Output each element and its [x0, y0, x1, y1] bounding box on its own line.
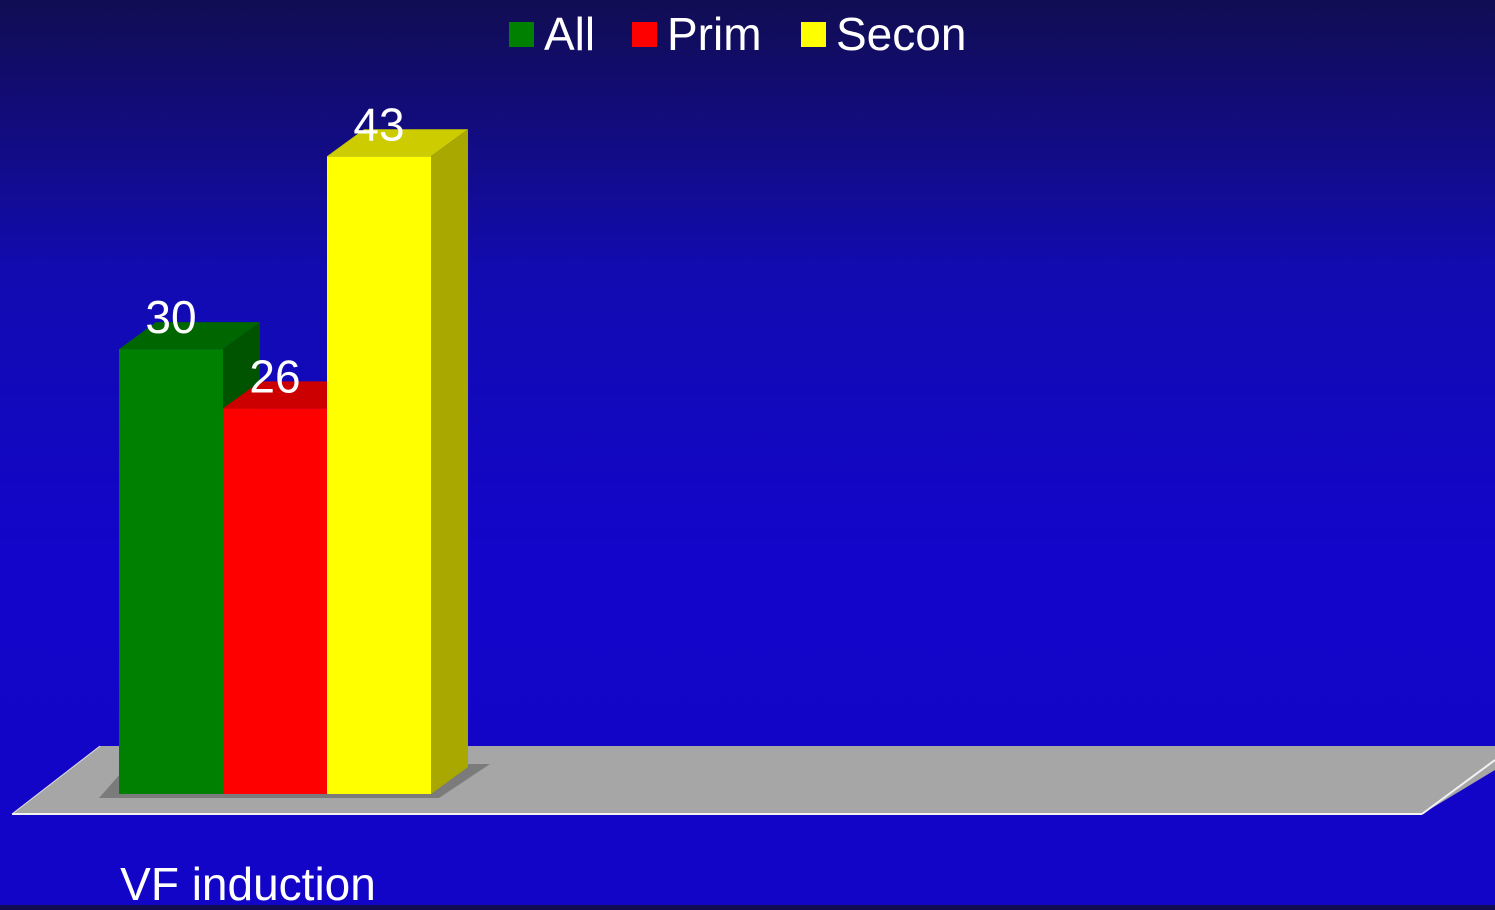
bar-top-secon	[327, 129, 468, 157]
bar-front-prim	[223, 408, 327, 794]
bar-side-secon	[431, 129, 468, 794]
legend-swatch-secon	[801, 22, 826, 47]
legend-swatch-all	[509, 22, 534, 47]
data-label-prim: 26	[249, 350, 300, 402]
legend-item-all: All	[509, 8, 595, 60]
data-label-all: 30	[145, 291, 196, 343]
bar-front-secon	[327, 156, 431, 794]
bar-secon	[327, 129, 468, 794]
legend-item-secon: Secon	[801, 8, 966, 60]
floor-side-edge	[1421, 759, 1495, 815]
data-label-secon: 43	[353, 98, 404, 150]
legend-label-secon: Secon	[836, 8, 966, 60]
floor-left-edge	[11, 745, 101, 815]
legend-label-prim: Prim	[667, 8, 762, 60]
bar-top-all	[119, 322, 260, 350]
legend-label-all: All	[544, 8, 595, 60]
category-label: VF induction	[120, 858, 376, 905]
legend-item-prim: Prim	[632, 8, 762, 60]
bar-front-all	[119, 349, 223, 794]
legend-swatch-prim	[632, 22, 657, 47]
